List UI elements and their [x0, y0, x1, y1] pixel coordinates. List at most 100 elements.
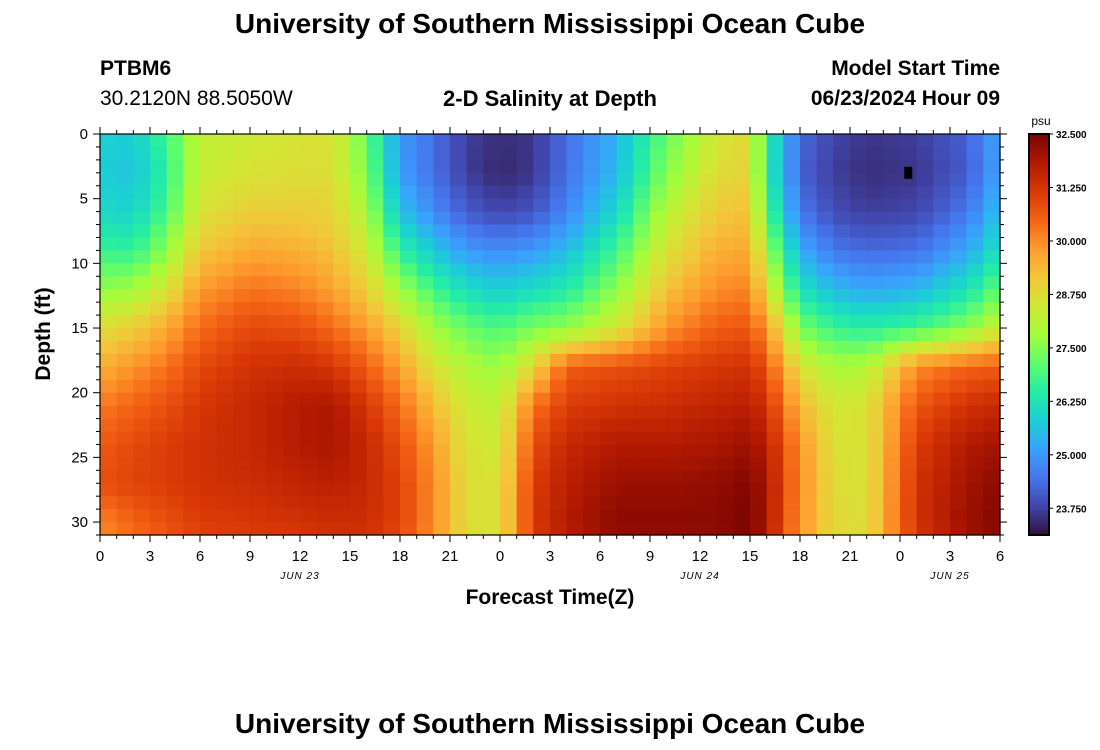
heatmap-cell: [566, 185, 584, 200]
colorbar-segment: [1029, 138, 1049, 141]
heatmap-cell: [983, 509, 1001, 523]
heatmap-cell: [100, 379, 118, 394]
heatmap-cell: [650, 289, 668, 303]
heatmap-cell: [550, 366, 568, 381]
heatmap-cell: [450, 431, 468, 446]
heatmap-cell: [566, 509, 584, 523]
heatmap-cell: [566, 211, 584, 226]
heatmap-cell: [866, 457, 884, 471]
heatmap-cell: [983, 263, 1001, 277]
x-tick-label: 3: [146, 548, 154, 565]
heatmap-cell: [900, 340, 918, 355]
heatmap-cell: [366, 315, 384, 329]
heatmap-cell: [650, 146, 668, 161]
heatmap-cell: [416, 134, 434, 148]
heatmap-cell: [666, 353, 684, 368]
heatmap-cell: [100, 509, 118, 523]
heatmap-cell: [416, 315, 434, 329]
heatmap-cell: [700, 509, 718, 523]
heatmap-cell: [966, 483, 984, 497]
heatmap-cell: [266, 405, 284, 420]
heatmap-cell: [333, 198, 351, 213]
colorbar-segment: [1029, 276, 1049, 279]
heatmap-cell: [466, 353, 484, 368]
heatmap-cell: [100, 353, 118, 368]
x-tick-label: 3: [946, 548, 954, 565]
heatmap-cell: [666, 276, 684, 290]
heatmap-cell: [366, 353, 384, 368]
heatmap-cell: [566, 366, 584, 381]
heatmap-cell: [383, 159, 401, 174]
heatmap-cell: [150, 496, 168, 510]
heatmap-cell: [916, 198, 934, 213]
heatmap-cell: [366, 379, 384, 394]
heatmap-cell: [883, 276, 901, 290]
heatmap-cell: [266, 496, 284, 510]
heatmap-cell: [200, 340, 218, 355]
heatmap-cell: [550, 470, 568, 484]
heatmap-cell: [600, 444, 618, 458]
heatmap-cell: [616, 366, 634, 381]
heatmap-cell: [683, 431, 701, 446]
heatmap-cell: [816, 237, 834, 252]
heatmap-cell: [550, 353, 568, 368]
heatmap-cell: [383, 405, 401, 420]
heatmap-cell: [716, 379, 734, 394]
heatmap-cell: [683, 237, 701, 252]
heatmap-cell: [983, 496, 1001, 510]
heatmap-cell: [766, 444, 784, 458]
colorbar-segment: [1029, 230, 1049, 233]
heatmap-cell: [183, 457, 201, 471]
colorbar-segment: [1029, 248, 1049, 251]
heatmap-cell: [916, 353, 934, 368]
heatmap-cell: [666, 263, 684, 277]
heatmap-cell: [233, 470, 251, 484]
heatmap-cell: [150, 379, 168, 394]
heatmap-cell: [416, 483, 434, 497]
colorbar-segment: [1029, 398, 1049, 402]
heatmap-cell: [566, 134, 584, 148]
heatmap-cell: [583, 315, 601, 329]
heatmap-cell: [966, 198, 984, 213]
colorbar: 23.75025.00026.25027.50028.75030.00031.2…: [1028, 130, 1087, 536]
heatmap-cell: [366, 211, 384, 226]
heatmap-cell: [933, 496, 951, 510]
heatmap-cell: [533, 444, 551, 458]
heatmap-cell: [916, 470, 934, 484]
x-tick-label: 15: [742, 548, 759, 565]
heatmap-cell: [133, 496, 151, 510]
heatmap-cell: [716, 237, 734, 252]
heatmap-cell: [383, 353, 401, 368]
heatmap-cell: [833, 302, 851, 316]
heatmap-cell: [300, 405, 318, 420]
heatmap-cell: [533, 159, 551, 174]
heatmap-cell: [966, 172, 984, 187]
heatmap-cell: [350, 496, 368, 510]
heatmap-cell: [516, 159, 534, 174]
heatmap-cell: [266, 522, 284, 536]
heatmap-cell: [900, 418, 918, 433]
heatmap-cell: [850, 302, 868, 316]
heatmap-cell: [466, 315, 484, 329]
heatmap-cell: [783, 302, 801, 316]
heatmap-cell: [983, 340, 1001, 355]
colorbar-segment: [1029, 526, 1049, 530]
heatmap-cell: [600, 522, 618, 536]
heatmap-cell: [950, 496, 968, 510]
heatmap-cell: [383, 392, 401, 407]
heatmap-cell: [750, 159, 768, 174]
colorbar-frame: [1028, 133, 1050, 536]
heatmap-cell: [333, 146, 351, 161]
heatmap-cell: [700, 392, 718, 407]
heatmap-cell: [300, 444, 318, 458]
heatmap-cell: [583, 509, 601, 523]
heatmap-cell: [150, 509, 168, 523]
heatmap-cell: [400, 496, 418, 510]
heatmap-cell: [933, 198, 951, 213]
heatmap-cell: [616, 328, 634, 342]
heatmap-cell: [716, 366, 734, 381]
heatmap-cell: [383, 431, 401, 446]
heatmap-cell: [866, 418, 884, 433]
heatmap-cell: [783, 198, 801, 213]
heatmap-cell: [966, 457, 984, 471]
